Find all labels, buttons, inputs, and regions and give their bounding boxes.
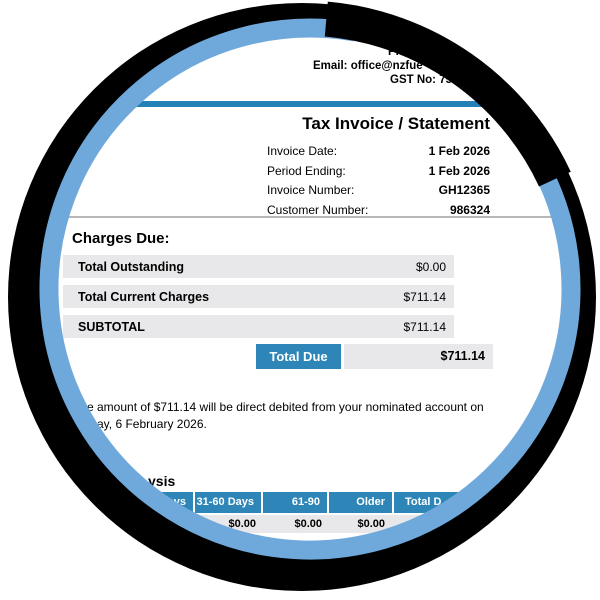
- aged-col-total: Total D: [394, 492, 497, 513]
- charges-row-label: Total Outstanding: [78, 259, 185, 274]
- aged-col-older: Older: [329, 492, 392, 513]
- contact-email-fragment: Email: office@nzfue: [313, 60, 423, 72]
- header-rule: [40, 101, 580, 107]
- charges-row-total-current: Total Current Charges $711.14: [63, 285, 454, 308]
- total-due-badge: Total Due: [256, 344, 341, 369]
- meta-row-invoice-number: Invoice Number: GH12365: [267, 181, 490, 201]
- charges-row-subtotal: SUBTOTAL $711.14: [63, 315, 454, 338]
- contact-phone-fragment: Phon: [388, 46, 417, 58]
- charges-heading: Charges Due:: [72, 230, 170, 247]
- meta-value: GH12365: [438, 183, 490, 197]
- contact-gst-fragment: GST No: 75-: [390, 74, 456, 86]
- charges-row-value: $0.00: [415, 259, 446, 274]
- aged-analysis-heading-fragment: ysis: [148, 473, 176, 489]
- aged-value-31-60: $0.00: [228, 518, 256, 530]
- aged-values-row: $0.00 $0.00 $0.00: [63, 515, 497, 533]
- direct-debit-notice-line1: e amount of $711.14 will be direct debit…: [87, 400, 484, 414]
- meta-label: Period Ending:: [267, 163, 346, 178]
- aged-col-31-60-days: 31-60 Days: [195, 492, 261, 513]
- aged-value-older: $0.00: [357, 518, 385, 530]
- invoice-meta: Invoice Date: 1 Feb 2026 Period Ending: …: [267, 142, 490, 220]
- document-viewport: Phon Email: office@nzfue GST No: 75- Tax…: [40, 19, 580, 559]
- invoice-document: Phon Email: office@nzfue GST No: 75- Tax…: [40, 19, 580, 559]
- section-divider: [40, 216, 580, 218]
- meta-row-period-ending: Period Ending: 1 Feb 2026: [267, 162, 490, 182]
- charges-row-value: $711.14: [403, 319, 447, 334]
- aged-col-0-days: 0 Days: [63, 492, 193, 513]
- direct-debit-notice-line2: ay, 6 February 2026.: [97, 417, 207, 431]
- invoice-title: Tax Invoice / Statement: [302, 114, 490, 133]
- meta-row-invoice-date: Invoice Date: 1 Feb 2026: [267, 142, 490, 162]
- charges-row-value: $711.14: [403, 289, 447, 304]
- meta-value: 1 Feb 2026: [428, 163, 490, 178]
- aged-col-61-90-days: 61-90 Days: [263, 492, 327, 529]
- charges-row-label: Total Current Charges: [78, 289, 210, 304]
- meta-value: 1 Feb 2026: [428, 144, 490, 158]
- total-due-value: $711.14: [344, 344, 493, 369]
- meta-label: Invoice Number:: [267, 183, 355, 197]
- charges-row-label: SUBTOTAL: [78, 319, 145, 334]
- aged-value-61-90: $0.00: [294, 518, 322, 530]
- meta-label: Invoice Date:: [267, 144, 338, 158]
- charges-row-total-outstanding: Total Outstanding $0.00: [63, 255, 454, 278]
